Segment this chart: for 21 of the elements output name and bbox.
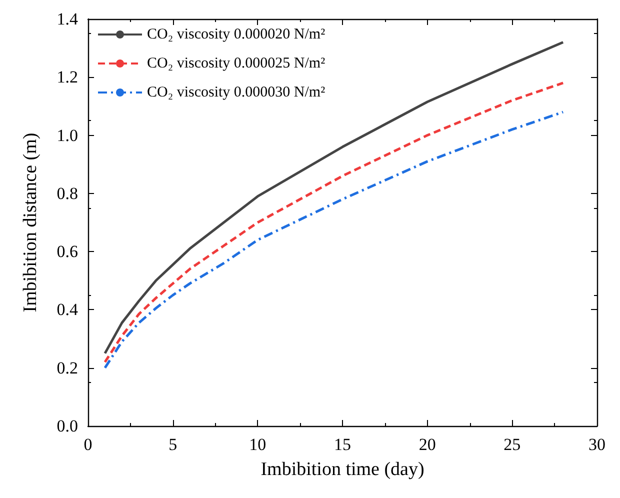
x-tick-label: 10	[249, 435, 266, 454]
y-tick-label: 0.4	[56, 300, 78, 320]
x-tick-label: 20	[418, 435, 436, 454]
y-tick-label: 0.8	[56, 184, 78, 203]
y-axis-title: Imbibition distance (m)	[20, 132, 41, 312]
x-tick-label: 30	[588, 435, 606, 454]
y-tick-label: 1.4	[56, 10, 78, 28]
legend-label: CO₂ viscosity 0.000020 N/m²	[147, 26, 326, 42]
x-tick-label: 15	[334, 435, 351, 454]
y-tick-label: 1.2	[56, 68, 78, 87]
y-tick-label: 0.0	[56, 416, 78, 436]
x-tick-label: 5	[168, 435, 178, 454]
x-axis-title: Imbibition time (day)	[260, 459, 424, 480]
y-tick-label: 1.0	[56, 126, 78, 145]
legend-label: CO₂ viscosity 0.000025 N/m²	[147, 56, 326, 72]
legend-label: CO₂ viscosity 0.000030 N/m²	[147, 84, 326, 100]
line-series	[104, 41, 564, 355]
x-tick-label: 25	[504, 435, 521, 454]
y-tick-label: 0.2	[56, 358, 78, 378]
x-tick-label: 0	[84, 435, 92, 454]
y-tick-label: 0.6	[56, 242, 78, 262]
